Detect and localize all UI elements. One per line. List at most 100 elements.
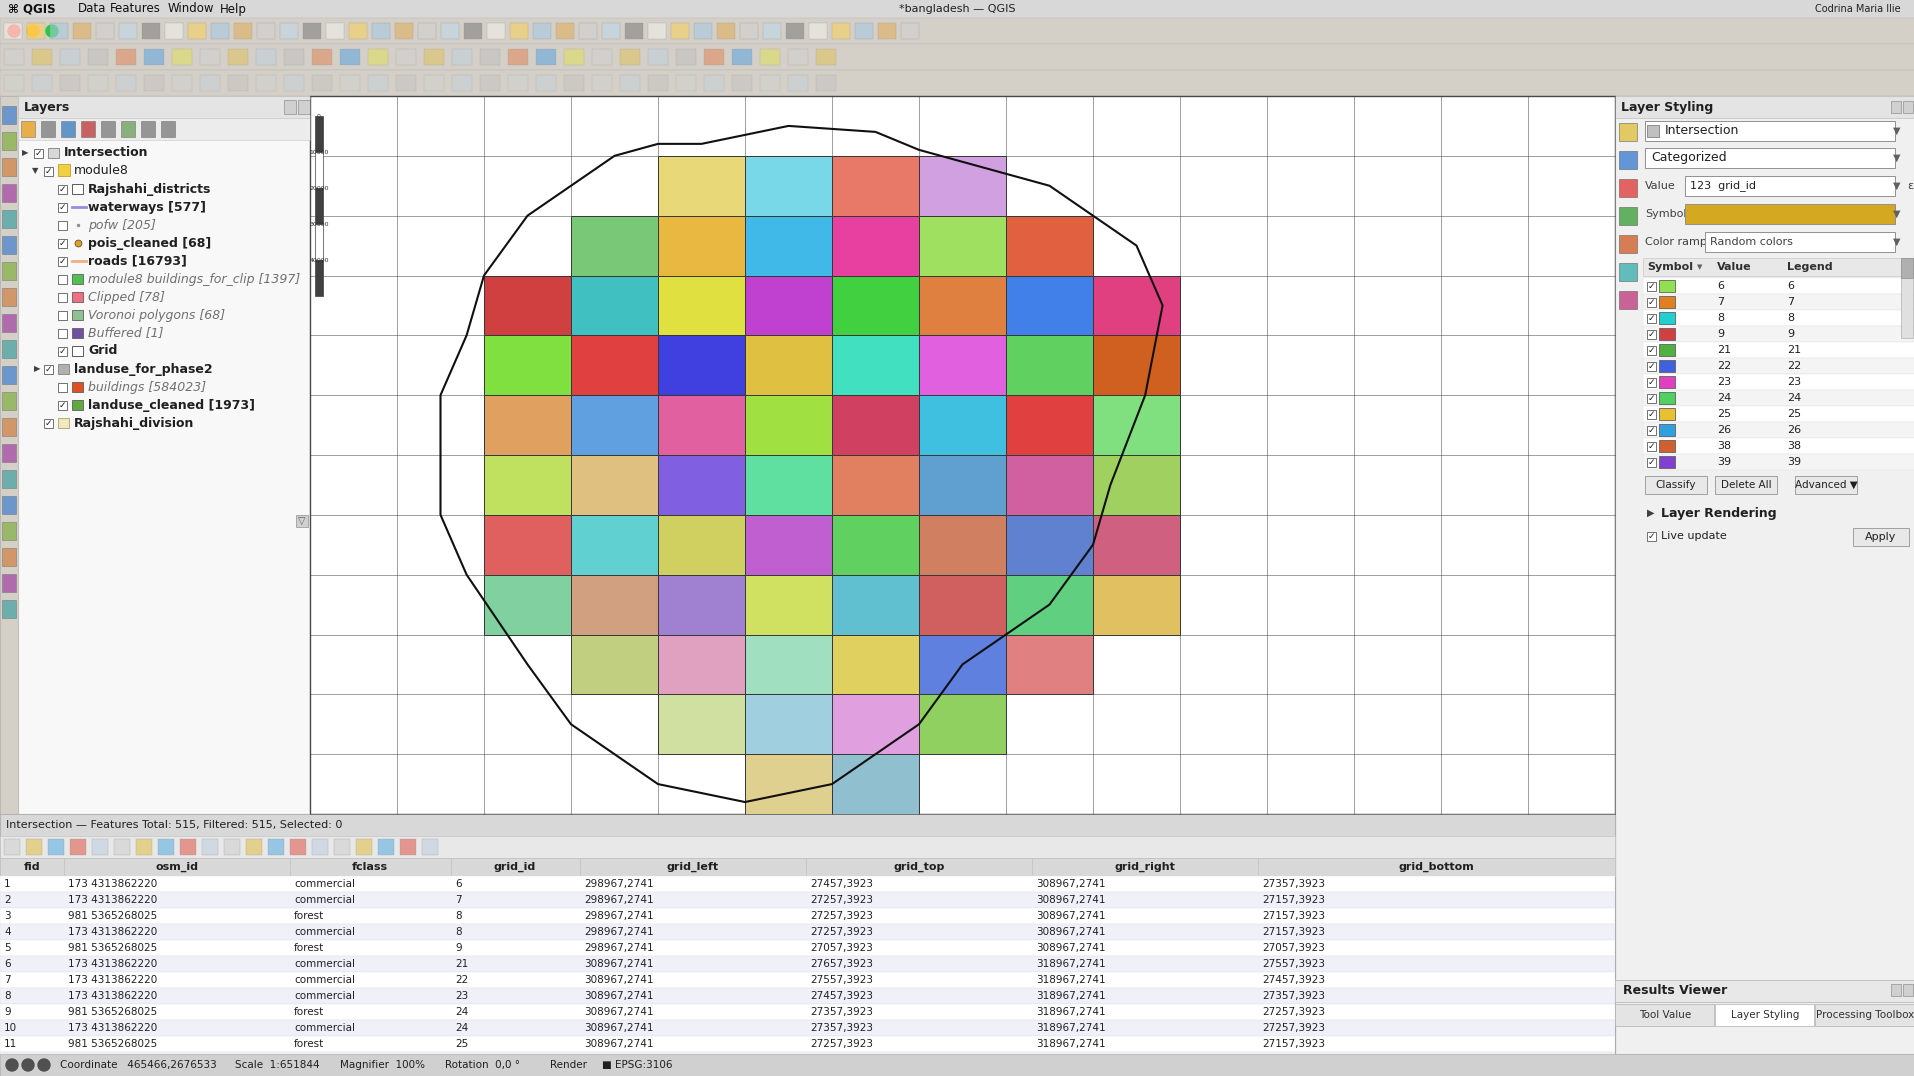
- Bar: [312, 75, 331, 91]
- Text: ▼: ▼: [1893, 209, 1899, 220]
- Bar: [228, 75, 249, 91]
- Bar: [831, 754, 919, 815]
- Bar: [57, 203, 67, 212]
- Text: grid_bottom: grid_bottom: [1397, 862, 1474, 873]
- Bar: [484, 336, 570, 395]
- Bar: [57, 311, 67, 320]
- Bar: [1093, 336, 1179, 395]
- Bar: [1617, 291, 1636, 309]
- Text: 308967,2741: 308967,2741: [1035, 943, 1104, 953]
- Bar: [536, 49, 555, 65]
- Bar: [831, 215, 919, 275]
- Text: 27157,3923: 27157,3923: [1261, 911, 1324, 921]
- Text: 298967,2741: 298967,2741: [584, 879, 653, 889]
- Bar: [1005, 336, 1093, 395]
- Bar: [452, 858, 580, 876]
- Bar: [283, 100, 297, 114]
- Bar: [658, 215, 745, 275]
- Bar: [57, 185, 67, 194]
- Text: landuse_for_phase2: landuse_for_phase2: [75, 363, 212, 376]
- Bar: [919, 395, 1005, 455]
- Bar: [1642, 374, 1914, 390]
- Text: 308967,2741: 308967,2741: [1035, 879, 1104, 889]
- Text: 173 4313862220: 173 4313862220: [69, 975, 157, 985]
- Bar: [2, 444, 15, 462]
- Bar: [693, 23, 712, 39]
- Text: 26: 26: [1786, 425, 1801, 435]
- Bar: [919, 694, 1005, 754]
- Bar: [1005, 395, 1093, 455]
- Bar: [199, 75, 220, 91]
- Text: ✓: ✓: [44, 419, 52, 427]
- Bar: [0, 988, 1614, 1004]
- Text: 0: 0: [318, 113, 322, 118]
- Bar: [1614, 980, 1914, 1002]
- Bar: [180, 839, 195, 855]
- Bar: [580, 858, 806, 876]
- Bar: [676, 49, 695, 65]
- Bar: [73, 274, 82, 284]
- Text: 10: 10: [4, 1023, 17, 1033]
- Bar: [1642, 342, 1914, 358]
- Bar: [348, 23, 367, 39]
- Bar: [452, 49, 471, 65]
- Bar: [57, 346, 67, 356]
- Text: Coordinate   465466,2676533: Coordinate 465466,2676533: [59, 1060, 216, 1070]
- Circle shape: [27, 25, 38, 37]
- Bar: [1005, 514, 1093, 575]
- Bar: [1642, 422, 1914, 438]
- Text: module8 buildings_for_clip [1397]: module8 buildings_for_clip [1397]: [88, 272, 300, 285]
- Bar: [570, 514, 658, 575]
- Text: Data: Data: [78, 2, 107, 15]
- Text: commercial: commercial: [295, 959, 354, 969]
- Text: 27257,3923: 27257,3923: [810, 928, 873, 937]
- Bar: [919, 635, 1005, 694]
- Bar: [1005, 635, 1093, 694]
- Text: waterways [577]: waterways [577]: [88, 200, 207, 213]
- Bar: [1715, 476, 1776, 494]
- Text: 981 5365268025: 981 5365268025: [69, 1039, 157, 1049]
- Text: 27057,3923: 27057,3923: [810, 943, 873, 953]
- Bar: [17, 96, 310, 1054]
- Bar: [1658, 328, 1675, 340]
- Bar: [92, 839, 107, 855]
- Bar: [1614, 96, 1914, 1054]
- Bar: [787, 49, 808, 65]
- Bar: [115, 839, 130, 855]
- Text: 22: 22: [1717, 362, 1730, 371]
- Bar: [57, 257, 67, 266]
- Bar: [33, 75, 52, 91]
- Bar: [1005, 455, 1093, 514]
- Text: 27257,3923: 27257,3923: [810, 911, 873, 921]
- Bar: [591, 75, 612, 91]
- Text: 298967,2741: 298967,2741: [584, 911, 653, 921]
- Text: 308967,2741: 308967,2741: [584, 991, 653, 1001]
- Text: Features: Features: [109, 2, 161, 15]
- Bar: [1658, 424, 1675, 436]
- Bar: [509, 23, 528, 39]
- Text: Legend: Legend: [1786, 261, 1832, 272]
- Bar: [50, 23, 69, 39]
- Text: Rajshahi_districts: Rajshahi_districts: [88, 183, 211, 196]
- Bar: [1617, 123, 1636, 141]
- Bar: [1093, 395, 1179, 455]
- Text: 27257,3923: 27257,3923: [810, 1054, 873, 1065]
- Text: Buffered [1]: Buffered [1]: [88, 326, 163, 340]
- Bar: [670, 23, 689, 39]
- Bar: [1644, 148, 1895, 168]
- Bar: [480, 49, 500, 65]
- Text: 7: 7: [1786, 297, 1793, 307]
- Bar: [1658, 312, 1675, 324]
- Text: fid: fid: [23, 862, 40, 872]
- Text: ✓: ✓: [57, 184, 65, 194]
- Bar: [555, 23, 574, 39]
- Text: 318967,2741: 318967,2741: [1035, 1054, 1104, 1065]
- Text: ✓: ✓: [57, 239, 65, 247]
- Text: Grid: Grid: [88, 344, 117, 357]
- Bar: [831, 514, 919, 575]
- Text: Clipped [78]: Clipped [78]: [88, 291, 165, 303]
- Bar: [919, 514, 1005, 575]
- Bar: [739, 23, 758, 39]
- Bar: [0, 924, 1614, 940]
- Bar: [2, 107, 15, 124]
